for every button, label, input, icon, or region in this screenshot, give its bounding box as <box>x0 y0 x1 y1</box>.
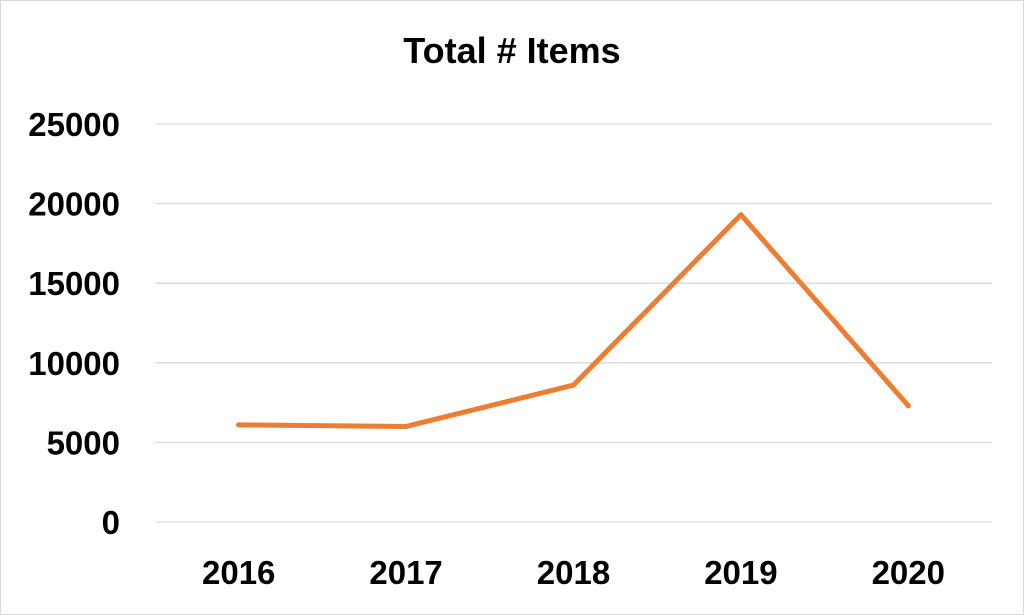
x-tick-label: 2018 <box>537 554 610 591</box>
gridlines <box>155 123 992 523</box>
y-tick-label: 10000 <box>28 345 120 382</box>
x-tick-label: 2016 <box>202 554 275 591</box>
x-axis-tick-labels: 2016 2017 2018 2019 2020 <box>202 554 945 591</box>
data-point <box>905 403 911 409</box>
x-tick-label: 2020 <box>872 554 945 591</box>
series-layer <box>236 212 911 429</box>
y-tick-label: 20000 <box>28 186 120 223</box>
y-tick-label: 0 <box>102 504 120 541</box>
data-point <box>403 423 409 429</box>
series-line <box>236 212 911 429</box>
y-tick-label: 5000 <box>47 424 120 461</box>
x-tick-label: 2019 <box>704 554 777 591</box>
data-point <box>738 212 744 218</box>
y-axis-tick-labels: 0 5000 10000 15000 20000 25000 <box>28 106 120 541</box>
y-tick-label: 15000 <box>28 265 120 302</box>
data-point <box>236 422 242 428</box>
x-tick-label: 2017 <box>369 554 442 591</box>
chart-title: Total # Items <box>403 30 621 71</box>
y-tick-label: 25000 <box>28 106 120 143</box>
data-point <box>571 382 576 388</box>
